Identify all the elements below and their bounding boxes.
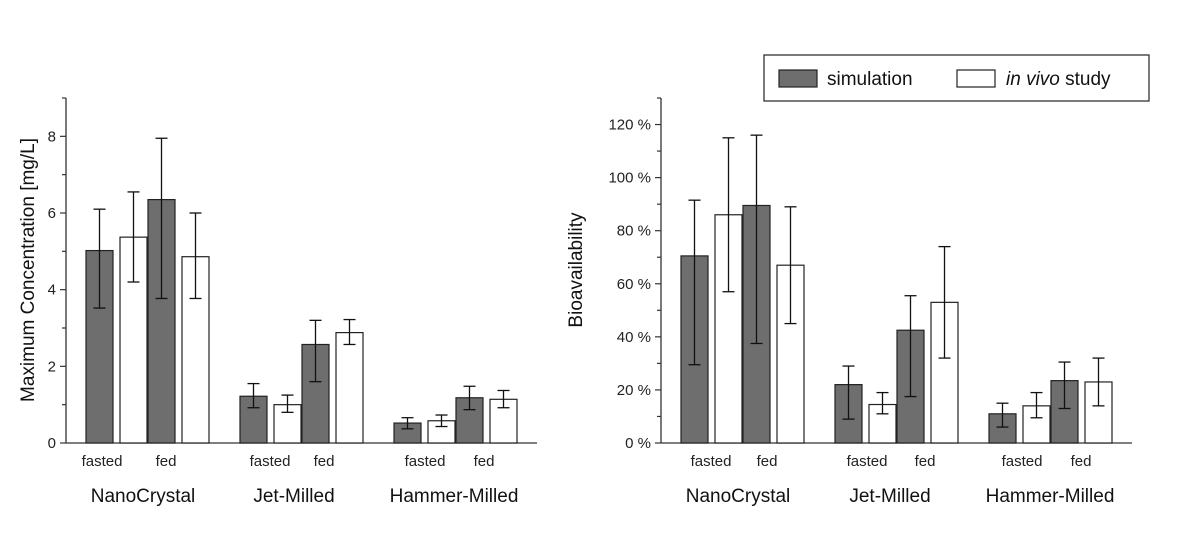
y-tick-label: 120 % bbox=[608, 117, 651, 134]
condition-label: fed bbox=[156, 453, 177, 470]
y-tick-label: 40 % bbox=[617, 329, 651, 346]
y-tick-label: 2 bbox=[48, 358, 56, 375]
legend-simulation-label: simulation bbox=[827, 69, 913, 90]
chart-panel-2: 0 % 20 % 40 % 60 % 80 % 100 % 120 % Bioavailabi… bbox=[566, 97, 1132, 507]
condition-label: fasted bbox=[847, 453, 888, 470]
y-axis-label: Maximum Concentration [mg/L] bbox=[18, 138, 39, 402]
group-label: Hammer-Milled bbox=[986, 486, 1115, 507]
condition-label: fed bbox=[915, 453, 936, 470]
y-axis-label: Bioavailability bbox=[566, 212, 587, 328]
y-tick-label: 60 % bbox=[617, 276, 651, 293]
y-tick-label: 0 % bbox=[625, 435, 651, 452]
legend-invivo-rest: study bbox=[1060, 69, 1111, 90]
condition-label: fed bbox=[314, 453, 335, 470]
y-tick-label: 80 % bbox=[617, 223, 651, 240]
condition-label: fasted bbox=[82, 453, 123, 470]
condition-label: fasted bbox=[250, 453, 291, 470]
condition-label: fed bbox=[474, 453, 495, 470]
condition-label: fed bbox=[1071, 453, 1092, 470]
legend-simulation-swatch bbox=[778, 69, 818, 88]
group-label: Hammer-Milled bbox=[390, 486, 519, 507]
legend-invivo-swatch bbox=[956, 69, 996, 88]
legend: simulation in vivo study bbox=[763, 54, 1150, 102]
condition-label: fasted bbox=[405, 453, 446, 470]
condition-label: fed bbox=[757, 453, 778, 470]
y-tick-label: 6 bbox=[48, 205, 56, 222]
group-label: NanoCrystal bbox=[91, 486, 196, 507]
y-tick-label: 20 % bbox=[617, 382, 651, 399]
condition-label: fasted bbox=[691, 453, 732, 470]
group-label: Jet-Milled bbox=[849, 486, 930, 507]
y-tick-label: 4 bbox=[48, 282, 56, 299]
condition-label: fasted bbox=[1002, 453, 1043, 470]
chart-panel-1: 0 2 4 6 8 Maximum Concentration [mg/L] fasted f… bbox=[18, 97, 537, 507]
y-tick-label: 0 bbox=[48, 435, 56, 452]
group-label: Jet-Milled bbox=[253, 486, 334, 507]
legend-invivo-italic: in vivo bbox=[1006, 69, 1060, 90]
legend-invivo-label: in vivo study bbox=[1006, 69, 1111, 90]
y-tick-label: 8 bbox=[48, 128, 56, 145]
y-tick-label: 100 % bbox=[608, 170, 651, 187]
invivo-bar bbox=[335, 332, 364, 444]
group-label: NanoCrystal bbox=[686, 486, 791, 507]
